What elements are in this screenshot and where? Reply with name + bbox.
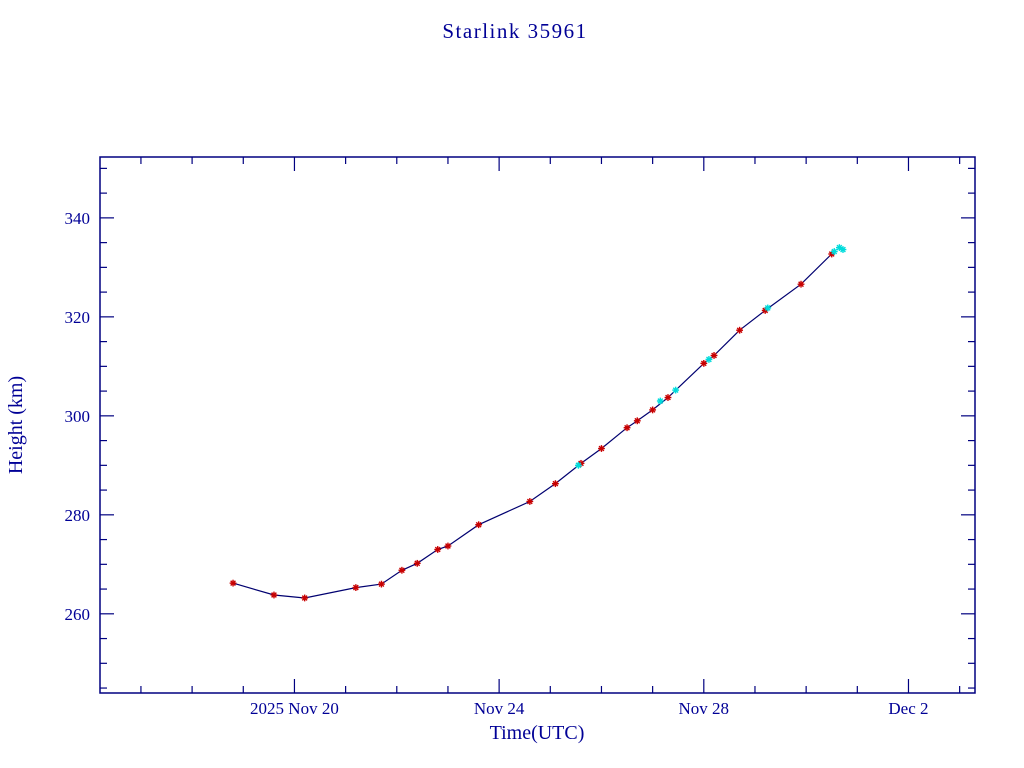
y-axis-title: Height (km) <box>5 376 27 474</box>
data-point-marker <box>623 424 631 432</box>
data-point-marker <box>444 542 452 550</box>
y-tick-label: 260 <box>65 605 91 624</box>
x-tick-label: Nov 28 <box>679 699 730 718</box>
series-red-observed-points <box>229 250 836 602</box>
data-point-marker <box>672 386 680 394</box>
data-point-marker <box>797 280 805 288</box>
data-point-marker <box>552 480 559 488</box>
data-point-marker <box>764 304 772 312</box>
data-point-marker <box>352 584 360 591</box>
x-axis-ticks <box>140 157 961 693</box>
x-axis-title: Time(UTC) <box>490 722 585 744</box>
data-point-marker <box>398 566 406 574</box>
data-point-marker <box>475 521 483 529</box>
y-tick-label: 340 <box>65 209 91 228</box>
chart-title: Starlink 35961 <box>442 19 587 43</box>
data-point-marker <box>700 359 708 367</box>
series-cyan-points <box>575 244 847 469</box>
data-point-marker <box>270 591 278 599</box>
data-point-marker <box>656 397 664 405</box>
data-point-marker <box>526 498 534 505</box>
x-tick-labels: 2025 Nov 20 Nov 24 Nov 28 Dec 2 <box>250 699 928 718</box>
y-axis-ticks <box>100 167 975 689</box>
data-point-marker <box>649 406 657 414</box>
y-tick-label: 320 <box>65 308 91 327</box>
data-point-marker <box>575 461 582 469</box>
x-tick-label: 2025 Nov 20 <box>250 699 339 718</box>
plot-frame <box>99 156 976 694</box>
data-point-marker <box>598 445 605 452</box>
x-tick-label: Nov 24 <box>474 699 525 718</box>
x-tick-label: Dec 2 <box>888 699 928 718</box>
data-point-marker <box>229 579 237 587</box>
y-tick-label: 280 <box>65 506 91 525</box>
data-point-marker <box>830 248 838 255</box>
data-point-marker <box>633 417 641 425</box>
data-point-marker <box>301 594 309 602</box>
data-point-marker <box>736 326 744 334</box>
y-tick-label: 300 <box>65 407 91 426</box>
data-point-marker <box>378 580 385 588</box>
data-point-marker <box>705 356 713 363</box>
data-point-marker <box>434 546 442 553</box>
data-point-marker <box>839 246 847 253</box>
data-point-marker <box>710 352 718 359</box>
data-point-marker <box>413 559 421 567</box>
data-point-marker <box>664 394 672 401</box>
y-tick-labels: 260 280 300 320 340 <box>65 209 91 624</box>
plot-layer: 2025 Nov 20 Nov 24 Nov 28 Dec 2 260 280 300 320… <box>65 156 976 718</box>
trend-line <box>232 253 833 599</box>
